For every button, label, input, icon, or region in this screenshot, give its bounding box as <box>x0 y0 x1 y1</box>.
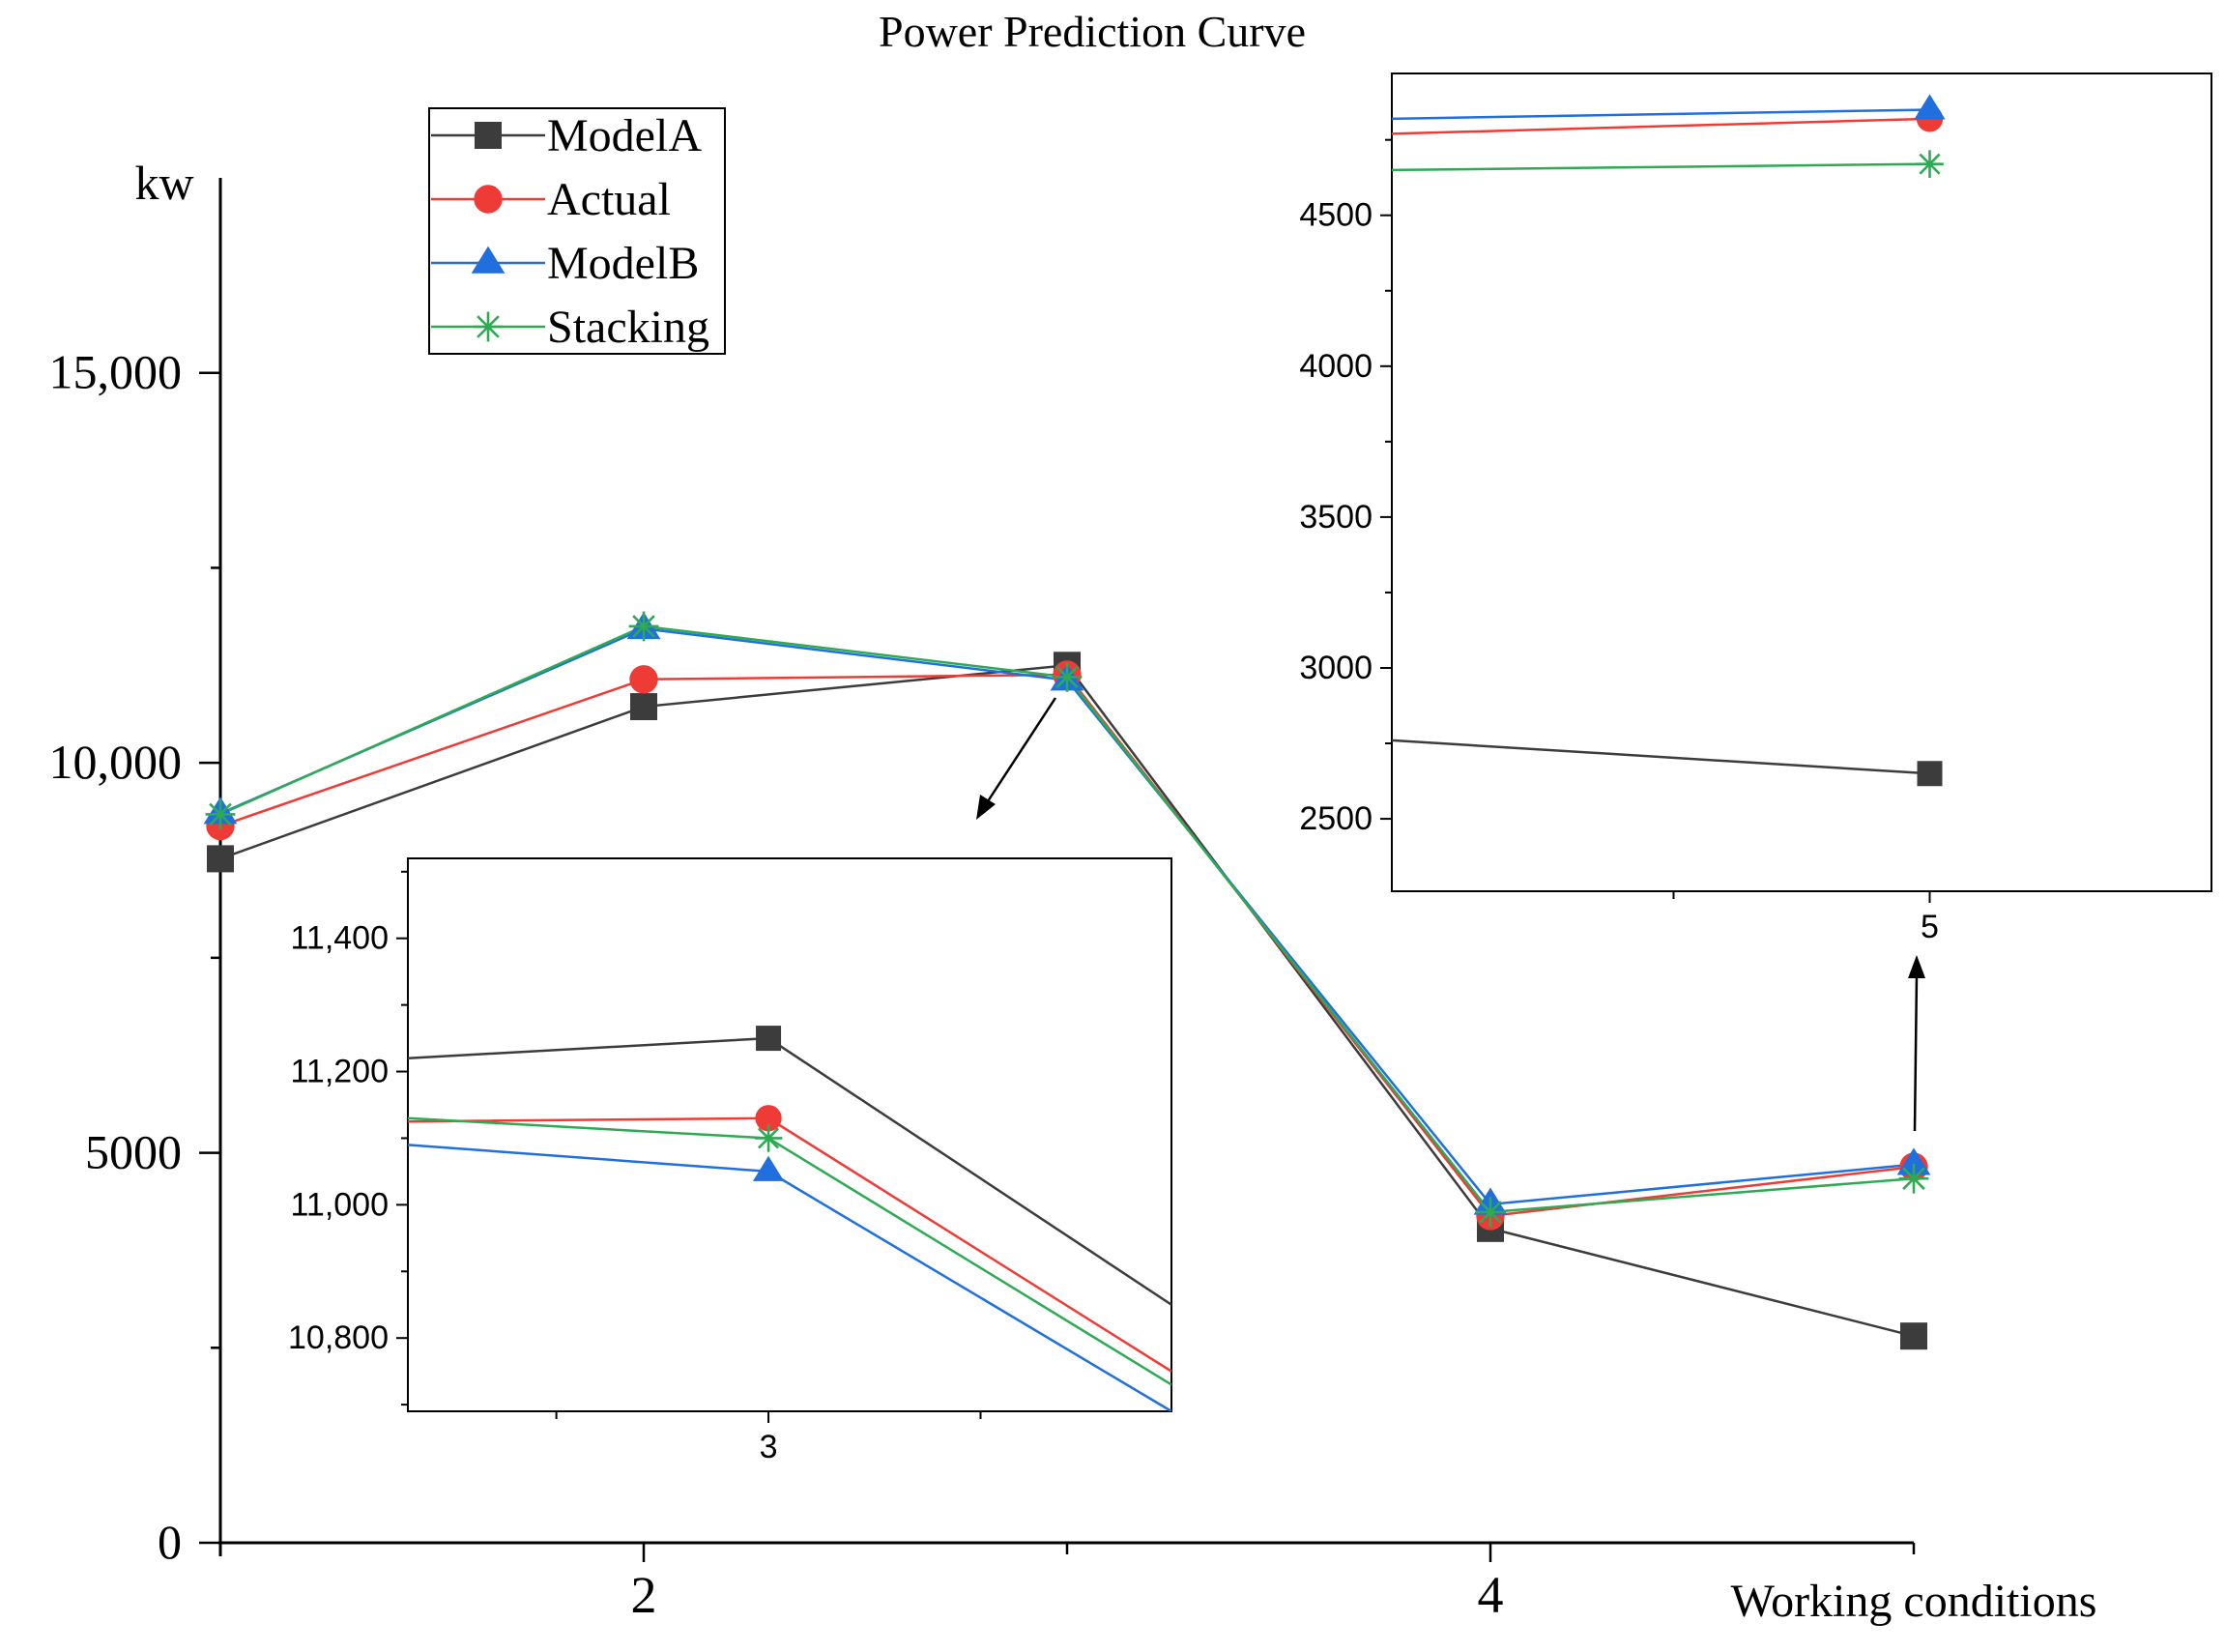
inset-line-modela <box>1392 739 1930 775</box>
inset-frame <box>1391 72 2212 892</box>
legend-label-modela: ModelA <box>547 110 702 161</box>
y-tick-label: 10,000 <box>49 735 183 789</box>
inset-point-stacking <box>1916 150 1944 178</box>
legend-label-stacking: Stacking <box>547 302 709 353</box>
x-axis-label: Working conditions <box>1731 1576 2097 1627</box>
inset-point-actual <box>755 1105 782 1132</box>
legend-marker-modela <box>475 122 502 149</box>
inset-point-stacking <box>754 1124 783 1152</box>
inset-y-tick-label: 2500 <box>1299 800 1373 837</box>
inset-line-modelb <box>1392 108 1930 121</box>
inset-y-tick-label: 4000 <box>1299 348 1373 385</box>
chart-title: Power Prediction Curve <box>879 7 1306 56</box>
data-point-actual <box>629 665 658 694</box>
inset-frame <box>407 857 1172 1412</box>
data-point-modela <box>1900 1322 1927 1350</box>
y-tick-label: 5000 <box>85 1125 182 1179</box>
inset-y-tick-label: 11,000 <box>291 1186 389 1223</box>
data-point-stacking <box>1475 1197 1506 1228</box>
inset-line-stacking <box>1392 162 1930 172</box>
legend-label-modelb: ModelB <box>547 238 699 289</box>
arrow-to-inset-3 <box>976 697 1057 820</box>
inset-zoom-condition-5: 2500 3000 3500 4000 4500 5 <box>1299 72 2212 945</box>
inset-y-tick-label: 3500 <box>1299 499 1373 536</box>
legend-marker-stacking <box>473 311 504 342</box>
x-tick-label: 4 <box>1478 1566 1504 1624</box>
inset-series-lines <box>1392 108 1930 775</box>
inset-line-actual <box>1392 117 1930 135</box>
data-point-stacking <box>205 798 236 829</box>
inset-zoom-condition-3: 10,800 11,000 11,200 11,400 3 <box>288 857 1172 1465</box>
legend-marker-actual <box>474 185 503 214</box>
data-point-modelb <box>1896 1147 1931 1175</box>
data-point-stacking <box>1898 1163 1929 1194</box>
main-plot: 0 5000 10,000 15,000 2 4 kw Working conditions <box>49 156 2097 1627</box>
inset-y-tick-label: 4500 <box>1299 197 1373 234</box>
inset-y-tick-label: 11,400 <box>291 920 389 957</box>
arrow-to-inset-5 <box>1908 955 1925 1132</box>
inset-y-tick-label: 10,800 <box>288 1319 389 1356</box>
data-point-modela <box>630 693 657 721</box>
inset-point-modelb <box>752 1155 785 1181</box>
x-tick-label: 2 <box>631 1566 657 1624</box>
inset-x-tick-label: 3 <box>760 1429 778 1465</box>
y-tick-label: 15,000 <box>49 345 183 399</box>
data-point-modela <box>207 845 234 873</box>
y-axis-label: kw <box>134 156 193 210</box>
inset-y-tick-label: 3000 <box>1299 650 1373 686</box>
legend: ModelA Actual ModelB Stacking <box>428 107 726 355</box>
y-tick-label: 0 <box>158 1515 182 1569</box>
legend-label-actual: Actual <box>547 174 671 225</box>
inset-x-tick-label: 5 <box>1921 909 1939 945</box>
data-point-stacking <box>628 611 659 642</box>
inset-y-tick-label: 11,200 <box>291 1054 389 1090</box>
inset-point-modela <box>1917 761 1943 787</box>
legend-marker-modelb <box>471 246 506 274</box>
inset-point-modela <box>756 1026 782 1052</box>
inset-point-modelb <box>1914 94 1946 120</box>
data-point-stacking <box>1052 661 1083 692</box>
